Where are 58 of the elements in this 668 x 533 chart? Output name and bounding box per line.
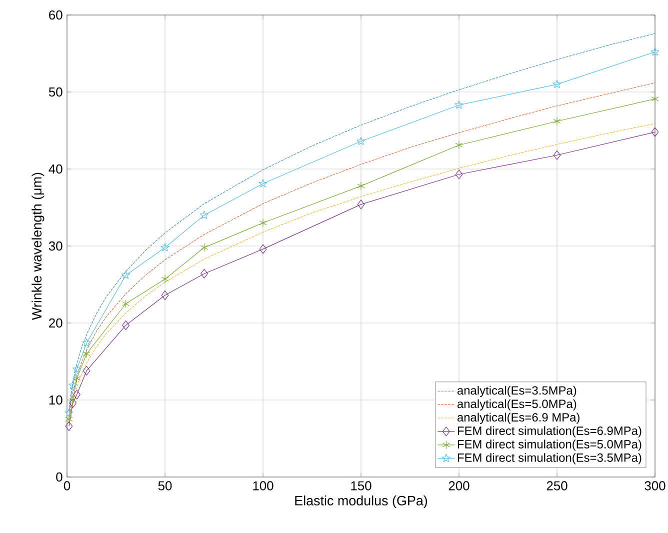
- legend-label: FEM direct simulation(Es=6.9MPa): [458, 426, 642, 438]
- point: [455, 140, 463, 150]
- point: [200, 268, 208, 279]
- point: [200, 243, 208, 252]
- y-axis-title: Wrinkle wavelength (μm): [32, 172, 44, 320]
- y-tick-label: 0: [56, 472, 62, 482]
- point: [357, 182, 365, 190]
- point: [68, 380, 78, 390]
- legend-label: FEM direct simulation(Es=5.0MPa): [458, 440, 642, 451]
- legend-label: analytical(Es=6.9 MPa): [457, 412, 580, 424]
- x-tick-label: 200: [448, 481, 470, 490]
- point: [651, 127, 659, 137]
- point: [73, 390, 80, 400]
- point: [69, 396, 77, 404]
- point: [82, 366, 90, 376]
- x-tick-label: 100: [253, 481, 274, 490]
- x-tick-label: 300: [644, 481, 666, 490]
- legend-label: FEM direct simulation(Es=3.5MPa): [458, 453, 642, 464]
- point: [64, 408, 74, 417]
- point: [259, 244, 267, 254]
- point: [356, 136, 366, 145]
- point: [69, 398, 77, 408]
- point: [553, 116, 561, 126]
- point: [258, 179, 268, 188]
- point: [65, 421, 73, 431]
- x-axis-title: Elastic modulus (GPa): [295, 496, 428, 508]
- point: [553, 150, 561, 160]
- point: [122, 320, 130, 330]
- point: [122, 270, 130, 279]
- x-tick-label: 0: [64, 481, 70, 490]
- x-tick-label: 50: [158, 481, 172, 490]
- point: [259, 218, 267, 228]
- point: [357, 200, 365, 210]
- point: [160, 243, 170, 252]
- point: [455, 170, 463, 180]
- point: [122, 299, 130, 308]
- point: [650, 47, 660, 56]
- point: [72, 364, 82, 373]
- x-tick-label: 150: [351, 481, 372, 490]
- x-tick-label: 250: [546, 481, 568, 490]
- point: [161, 274, 169, 284]
- legend-label: analytical(Es=3.5MPa): [457, 386, 576, 398]
- y-tick-label: 30: [48, 241, 62, 251]
- point: [73, 374, 81, 383]
- y-tick-label: 60: [49, 10, 62, 20]
- legend-label: analytical(Es=5.0MPa): [457, 399, 576, 410]
- point: [82, 338, 91, 347]
- point: [161, 290, 169, 300]
- point: [82, 350, 90, 358]
- y-tick-label: 40: [48, 164, 62, 174]
- point: [200, 210, 208, 219]
- y-tick-label: 50: [48, 87, 62, 97]
- y-tick-label: 20: [49, 318, 62, 328]
- point: [651, 94, 659, 104]
- point: [552, 80, 562, 88]
- point: [454, 100, 464, 109]
- point: [65, 414, 73, 424]
- y-tick-label: 10: [49, 395, 62, 405]
